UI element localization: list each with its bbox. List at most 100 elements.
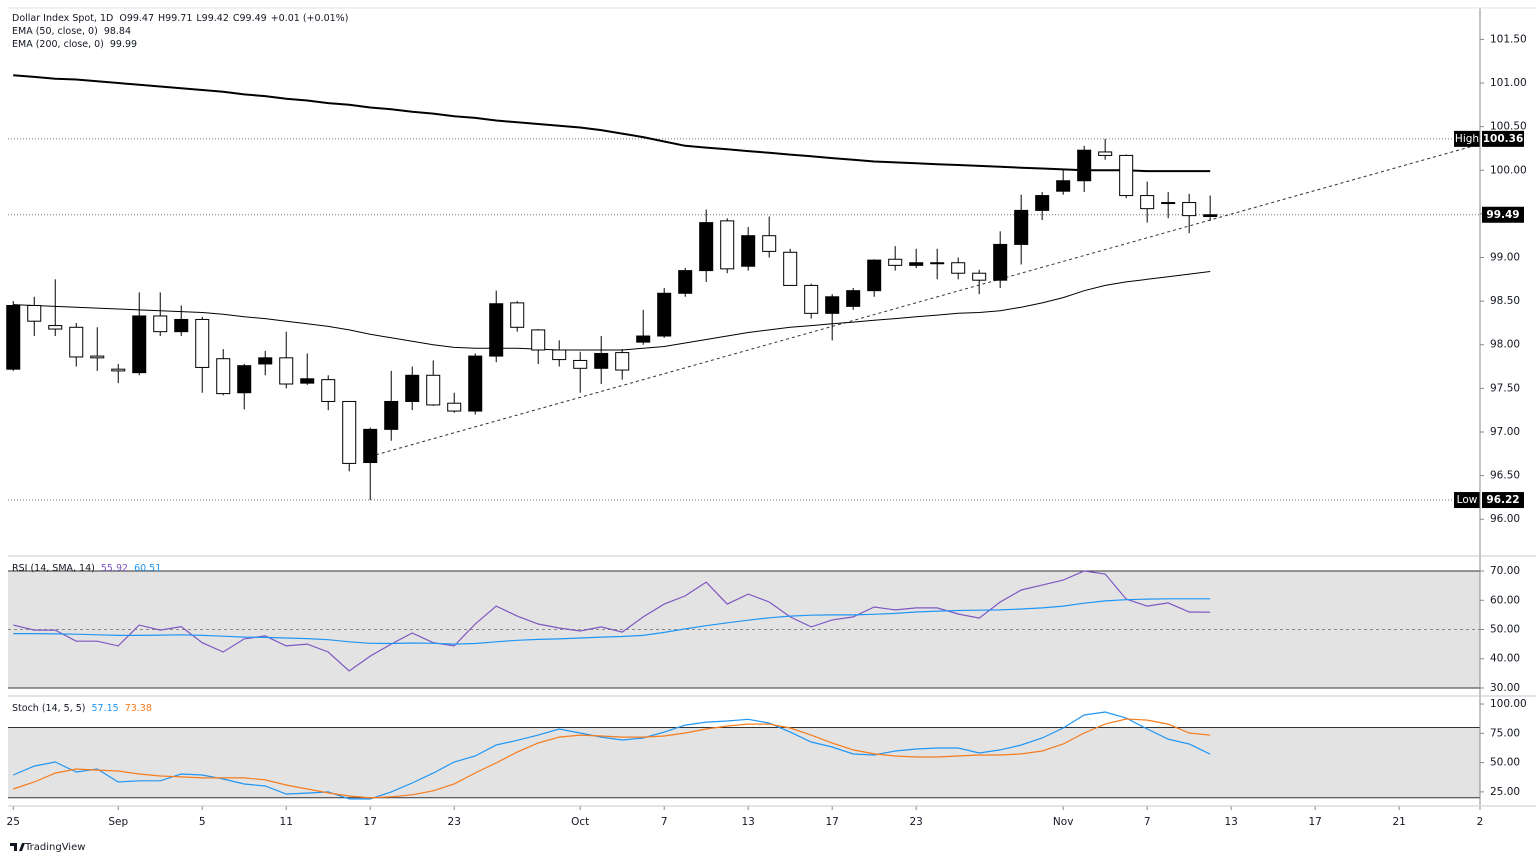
price-tag [1482, 130, 1524, 147]
y-tick-label: 100.00 [1490, 164, 1527, 176]
candle-body [552, 349, 567, 361]
candle-body [69, 326, 84, 358]
candle-body [1056, 180, 1071, 192]
candle-body [909, 262, 924, 266]
x-tick-label: Sep [108, 816, 128, 828]
candle-body [510, 302, 525, 328]
indicator-line [13, 570, 1211, 672]
legend-ohlc-value: 99.42 [202, 13, 229, 24]
candle-body [930, 262, 945, 265]
y-tick-label: 25.00 [1490, 786, 1520, 798]
ema-line [13, 271, 1211, 351]
y-tick-label: 70.00 [1490, 565, 1520, 577]
y-tick-label: 40.00 [1490, 653, 1520, 665]
candle-body [300, 378, 315, 384]
x-tick-label: 25 [7, 816, 20, 828]
x-tick-label: 11 [280, 816, 293, 828]
candle-body [447, 402, 462, 412]
x-tick-label: Nov [1053, 816, 1074, 828]
candle-body [720, 220, 735, 270]
candle-body [153, 315, 168, 333]
x-tick-label: 23 [910, 816, 923, 828]
x-tick-label: 2 [1477, 816, 1484, 828]
candle-body [1077, 149, 1092, 182]
candle-body [342, 400, 357, 464]
price-tag [1482, 206, 1524, 223]
plot-area [6, 74, 1481, 800]
candle-body [1035, 195, 1050, 211]
x-tick-label: 13 [1224, 816, 1237, 828]
candle-body [27, 304, 42, 322]
legend-ohlc-label: L [196, 13, 202, 24]
price-tag-value: 99.49 [1486, 209, 1519, 221]
x-tick-label: 5 [199, 816, 206, 828]
legend: EMA (50, close, 0) 98.84 [12, 26, 131, 37]
legend-series-value: 99.99 [110, 39, 137, 50]
candle-body [783, 251, 798, 286]
candle-body [741, 235, 756, 267]
y-tick-label: 75.00 [1490, 727, 1520, 739]
legend: RSI (14, SMA, 14) 55.92 60.51 [12, 563, 161, 574]
x-tick-label: 17 [364, 816, 377, 828]
candle-body [678, 270, 693, 294]
candle-body [888, 258, 903, 266]
candle-body [363, 428, 378, 464]
legend-series-value: 60.51 [134, 563, 161, 574]
indicator-band [8, 727, 1480, 798]
legend-ohlc-value: 99.49 [240, 13, 267, 24]
price-tag [1482, 492, 1524, 509]
candle-body [867, 259, 882, 292]
brand: TradingView [10, 842, 85, 853]
x-tick-label: 21 [1392, 816, 1405, 828]
y-tick-label: 101.00 [1490, 77, 1527, 89]
candle-body [132, 315, 147, 374]
x-tick-label: 17 [1308, 816, 1321, 828]
price-tag-label: High [1455, 133, 1479, 145]
candle-body [426, 374, 441, 406]
candle-body [258, 357, 273, 365]
indicator-line [13, 718, 1211, 799]
legend: EMA (200, close, 0) 99.99 [12, 39, 137, 50]
y-tick-label: 101.50 [1490, 33, 1527, 45]
candle-body [216, 358, 231, 395]
indicator-line [13, 598, 1211, 645]
candle-body [1161, 202, 1176, 205]
indicator-line [12, 711, 1211, 800]
candle-body [951, 262, 966, 274]
y-tick-label: 30.00 [1490, 682, 1520, 694]
y-tick-label: 96.50 [1490, 470, 1520, 482]
candle-body [615, 352, 630, 371]
candle-body [90, 355, 105, 359]
x-tick-label: 17 [826, 816, 839, 828]
y-tick-label: 100.50 [1490, 121, 1527, 133]
candle-body [804, 284, 819, 314]
x-tick-label: Oct [571, 816, 589, 828]
legend: Dollar Index Spot, 1D O99.47 H99.71 L99.42 C… [12, 13, 348, 24]
candle-body [657, 292, 672, 337]
price-tag-label: Low [1457, 494, 1478, 506]
y-tick-label: 96.00 [1490, 513, 1520, 525]
candle-body [594, 352, 609, 369]
candle-body [1014, 209, 1029, 245]
legend-ohlc-label: C [233, 13, 240, 24]
candle-body [1203, 214, 1218, 218]
y-tick-label: 60.00 [1490, 594, 1520, 606]
candle-body [993, 243, 1008, 281]
candle-body [1182, 202, 1197, 217]
candle-body [405, 374, 420, 402]
price-tag-value: 96.22 [1486, 494, 1519, 506]
trendline [370, 143, 1481, 457]
x-tick-label: 13 [742, 816, 755, 828]
legend-ohlc-label: O [119, 13, 126, 24]
x-tick-label: 7 [661, 816, 668, 828]
price-tag-label-box [1454, 130, 1480, 147]
brand-logo [10, 843, 25, 851]
candle-body [531, 329, 546, 351]
legend-ohlc-value: 99.71 [165, 13, 192, 24]
y-tick-label: 97.50 [1490, 382, 1520, 394]
candle-body [6, 304, 21, 370]
candle-body [111, 368, 126, 372]
candle-body [1098, 151, 1113, 156]
legend-title: Dollar Index Spot, 1D [12, 13, 113, 24]
x-tick-label: 23 [448, 816, 461, 828]
